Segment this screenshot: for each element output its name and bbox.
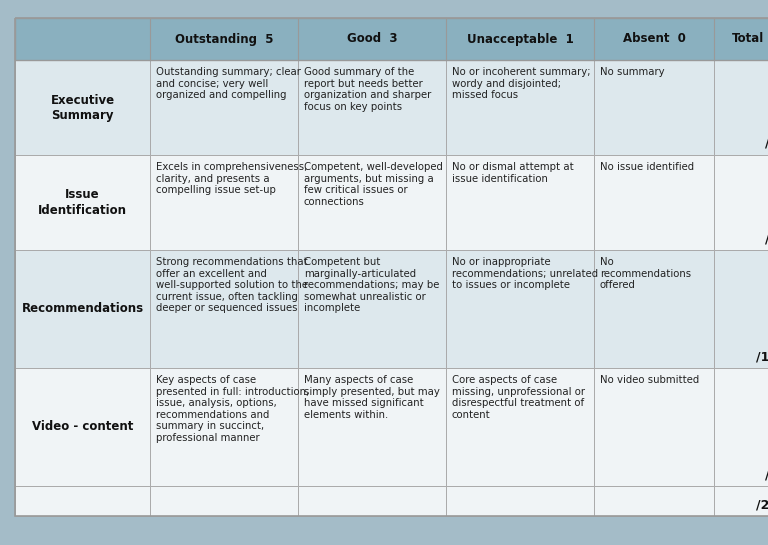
Bar (150, 250, 298, 368)
Bar (446, 250, 594, 368)
Text: Many aspects of case
simply presented, but may
have missed significant
elements : Many aspects of case simply presented, b… (304, 375, 440, 420)
Text: Competent, well-developed
arguments, but missing a
few critical issues or
connec: Competent, well-developed arguments, but… (304, 162, 443, 207)
Bar (446, 368, 594, 486)
Bar (594, 368, 714, 486)
Text: Key aspects of case
presented in full: introduction,
issue, analysis, options,
r: Key aspects of case presented in full: i… (156, 375, 310, 443)
Bar (594, 60, 714, 155)
Text: Good summary of the
report but needs better
organization and sharper
focus on ke: Good summary of the report but needs bet… (304, 67, 432, 112)
Bar (298, 155, 446, 250)
Text: Total: Total (733, 33, 765, 45)
Text: /5: /5 (765, 137, 768, 150)
Bar (15, 18, 768, 60)
Text: /10: /10 (756, 350, 768, 363)
Bar (446, 486, 594, 516)
Bar (714, 155, 768, 250)
Text: Good  3: Good 3 (346, 33, 397, 45)
Text: Outstanding summary; clear
and concise; very well
organized and compelling: Outstanding summary; clear and concise; … (156, 67, 301, 100)
Text: Competent but
marginally-articulated
recommendations; may be
somewhat unrealisti: Competent but marginally-articulated rec… (304, 257, 439, 313)
Bar (150, 368, 298, 486)
Text: Video - content: Video - content (31, 421, 133, 433)
Text: No
recommendations
offered: No recommendations offered (600, 257, 691, 290)
Bar (594, 250, 714, 368)
Bar (15, 250, 150, 368)
Bar (446, 155, 594, 250)
Text: Excels in comprehensiveness,
clarity, and presents a
compelling issue set-up: Excels in comprehensiveness, clarity, an… (156, 162, 307, 195)
Text: No or dismal attempt at
issue identification: No or dismal attempt at issue identifica… (452, 162, 574, 184)
Text: /5: /5 (765, 232, 768, 245)
Bar (594, 486, 714, 516)
Bar (15, 368, 150, 486)
Bar (594, 155, 714, 250)
Text: No video submitted: No video submitted (600, 375, 699, 385)
Bar (15, 155, 150, 250)
Bar (150, 155, 298, 250)
Text: Recommendations: Recommendations (22, 302, 144, 316)
Bar (298, 250, 446, 368)
Text: Core aspects of case
missing, unprofessional or
disrespectful treatment of
conte: Core aspects of case missing, unprofessi… (452, 375, 585, 420)
Bar (714, 486, 768, 516)
Text: Strong recommendations that
offer an excellent and
well-supported solution to th: Strong recommendations that offer an exc… (156, 257, 308, 313)
Text: Executive
Summary: Executive Summary (51, 94, 114, 122)
Text: Unacceptable  1: Unacceptable 1 (467, 33, 574, 45)
Bar (298, 60, 446, 155)
Bar (714, 250, 768, 368)
Text: No issue identified: No issue identified (600, 162, 694, 172)
Bar (714, 368, 768, 486)
Text: Issue
Identification: Issue Identification (38, 189, 127, 216)
Bar (714, 60, 768, 155)
Text: Outstanding  5: Outstanding 5 (175, 33, 273, 45)
Text: No summary: No summary (600, 67, 664, 77)
Text: No or incoherent summary;
wordy and disjointed;
missed focus: No or incoherent summary; wordy and disj… (452, 67, 591, 100)
Bar (446, 60, 594, 155)
Bar (298, 368, 446, 486)
Bar (15, 486, 150, 516)
Bar (298, 486, 446, 516)
Bar (15, 60, 150, 155)
Text: No or inappropriate
recommendations; unrelated
to issues or incomplete: No or inappropriate recommendations; unr… (452, 257, 598, 290)
Bar (150, 486, 298, 516)
Text: Absent  0: Absent 0 (623, 33, 685, 45)
Text: /20: /20 (756, 498, 768, 511)
Bar (150, 60, 298, 155)
Text: /5: /5 (765, 468, 768, 481)
